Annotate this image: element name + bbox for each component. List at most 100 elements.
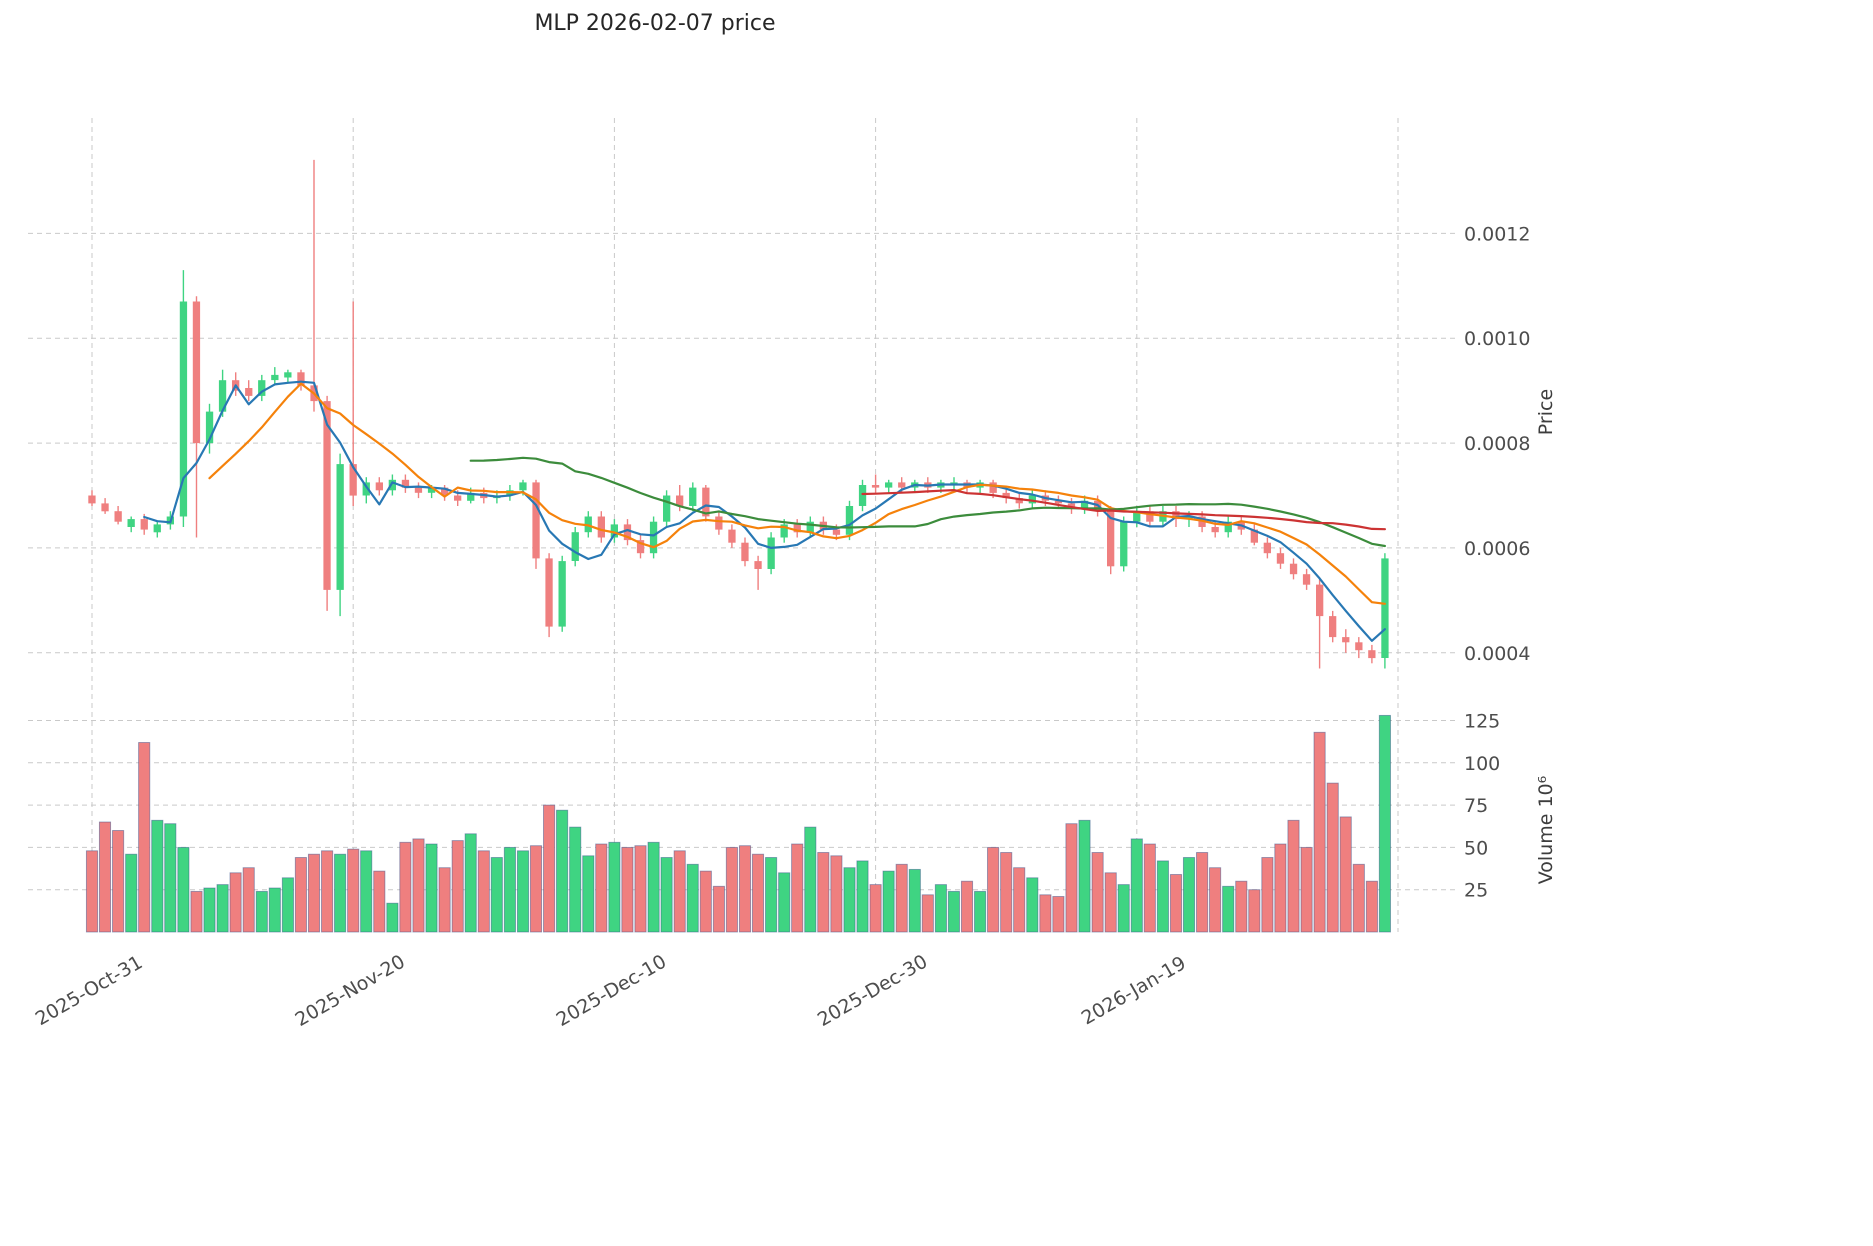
candle-body bbox=[1329, 616, 1337, 638]
candle-body bbox=[989, 482, 997, 493]
volume-bar bbox=[242, 867, 255, 933]
price-tick-label: 0.0004 bbox=[1464, 643, 1530, 665]
volume-bar bbox=[294, 857, 307, 933]
volume-tick-label: 75 bbox=[1464, 795, 1488, 817]
volume-bar bbox=[412, 838, 425, 933]
candle-body bbox=[1028, 495, 1036, 504]
volume-bar bbox=[98, 821, 112, 933]
volume-bar bbox=[321, 850, 334, 933]
volume-bar bbox=[804, 826, 817, 933]
candle-body bbox=[1316, 584, 1324, 617]
candle-body bbox=[780, 524, 788, 538]
chart-layers: 0.0004 0.0006 0.0008 0.0010 0.0012 25 50 75 100 1… bbox=[28, 118, 1530, 1031]
candle-body bbox=[610, 524, 618, 538]
volume-bar bbox=[1274, 843, 1287, 933]
candle-body bbox=[1107, 511, 1115, 567]
candle-body bbox=[545, 558, 553, 627]
volume-bar bbox=[1169, 874, 1183, 933]
volume-bar bbox=[307, 853, 321, 933]
volume-bar bbox=[608, 841, 621, 933]
volume-bar bbox=[830, 855, 843, 933]
candle-body bbox=[741, 542, 749, 562]
candle-body bbox=[284, 372, 292, 378]
volume-bar bbox=[621, 846, 634, 933]
volume-bar bbox=[1209, 867, 1222, 933]
candle-body bbox=[101, 503, 109, 512]
candle-body bbox=[806, 521, 814, 533]
candle-body bbox=[871, 485, 880, 488]
volume-bar bbox=[1143, 843, 1156, 933]
volume-bar bbox=[1052, 896, 1065, 933]
volume-bar bbox=[1339, 816, 1352, 933]
candle-body bbox=[414, 487, 423, 493]
candle-body bbox=[754, 561, 762, 569]
volume-bar bbox=[1287, 819, 1300, 933]
volume-bar bbox=[85, 850, 99, 933]
candle-body bbox=[702, 487, 710, 517]
volume-bar bbox=[464, 833, 477, 933]
candle-body bbox=[454, 495, 462, 501]
candle-body bbox=[728, 529, 736, 543]
volume-bar bbox=[791, 843, 804, 933]
volume-bar bbox=[529, 845, 543, 933]
candle-body bbox=[336, 464, 344, 590]
volume-bar bbox=[1039, 894, 1052, 933]
price-tick-label: 0.0008 bbox=[1464, 433, 1530, 455]
candle-body bbox=[558, 561, 566, 627]
candle-body bbox=[427, 487, 436, 493]
candle-body bbox=[858, 485, 867, 506]
volume-bar bbox=[699, 870, 712, 933]
volume-bar bbox=[399, 841, 412, 933]
volume-bar bbox=[503, 846, 516, 933]
candle-body bbox=[88, 495, 96, 504]
volume-bar bbox=[1196, 852, 1209, 933]
candle-body bbox=[153, 524, 161, 533]
volume-bar bbox=[1222, 885, 1235, 933]
volume-bar bbox=[451, 840, 464, 933]
volume-bar bbox=[1065, 823, 1078, 933]
candle-body bbox=[258, 380, 266, 396]
candle-body bbox=[689, 487, 697, 506]
volume-bar bbox=[882, 870, 895, 933]
price-axis-label: Price bbox=[1535, 389, 1557, 435]
volume-bar bbox=[373, 870, 386, 933]
candle-body bbox=[1172, 511, 1180, 520]
volume-bar bbox=[686, 863, 699, 933]
candle-body bbox=[1250, 529, 1258, 543]
candle-body bbox=[388, 479, 396, 491]
volume-bar bbox=[751, 853, 765, 933]
volume-bar bbox=[1104, 872, 1117, 933]
volume-bar bbox=[1078, 819, 1091, 933]
volume-bar bbox=[1248, 889, 1261, 933]
candle-body bbox=[676, 495, 684, 506]
volume-bar bbox=[817, 852, 830, 933]
volume-bar bbox=[334, 853, 347, 933]
price-tick-label: 0.0006 bbox=[1464, 538, 1530, 560]
volume-bar bbox=[1013, 867, 1026, 933]
candle-body bbox=[1368, 650, 1376, 659]
candle-body bbox=[649, 521, 658, 554]
volume-bar bbox=[1313, 731, 1326, 933]
candle-body bbox=[297, 372, 305, 386]
candle-body bbox=[1015, 498, 1023, 504]
volume-bar bbox=[725, 846, 738, 933]
candle-body bbox=[663, 495, 671, 522]
volume-bar bbox=[960, 880, 974, 933]
candle-body bbox=[1342, 637, 1350, 643]
volume-bar bbox=[843, 867, 856, 933]
candle-body bbox=[1002, 492, 1010, 499]
volume-bar bbox=[947, 890, 960, 933]
volume-bar bbox=[1156, 860, 1169, 933]
candle-body bbox=[832, 529, 841, 535]
volume-bars bbox=[85, 714, 1391, 933]
candle-body bbox=[636, 540, 645, 554]
candle-body bbox=[1120, 521, 1128, 567]
volume-bar bbox=[712, 885, 725, 933]
volume-bar bbox=[1378, 714, 1391, 933]
candle-body bbox=[1381, 558, 1389, 658]
price-tick-label: 0.0012 bbox=[1464, 223, 1530, 245]
candle-wicks bbox=[91, 159, 1386, 669]
candle-body bbox=[140, 519, 148, 530]
candle-body bbox=[205, 411, 214, 444]
